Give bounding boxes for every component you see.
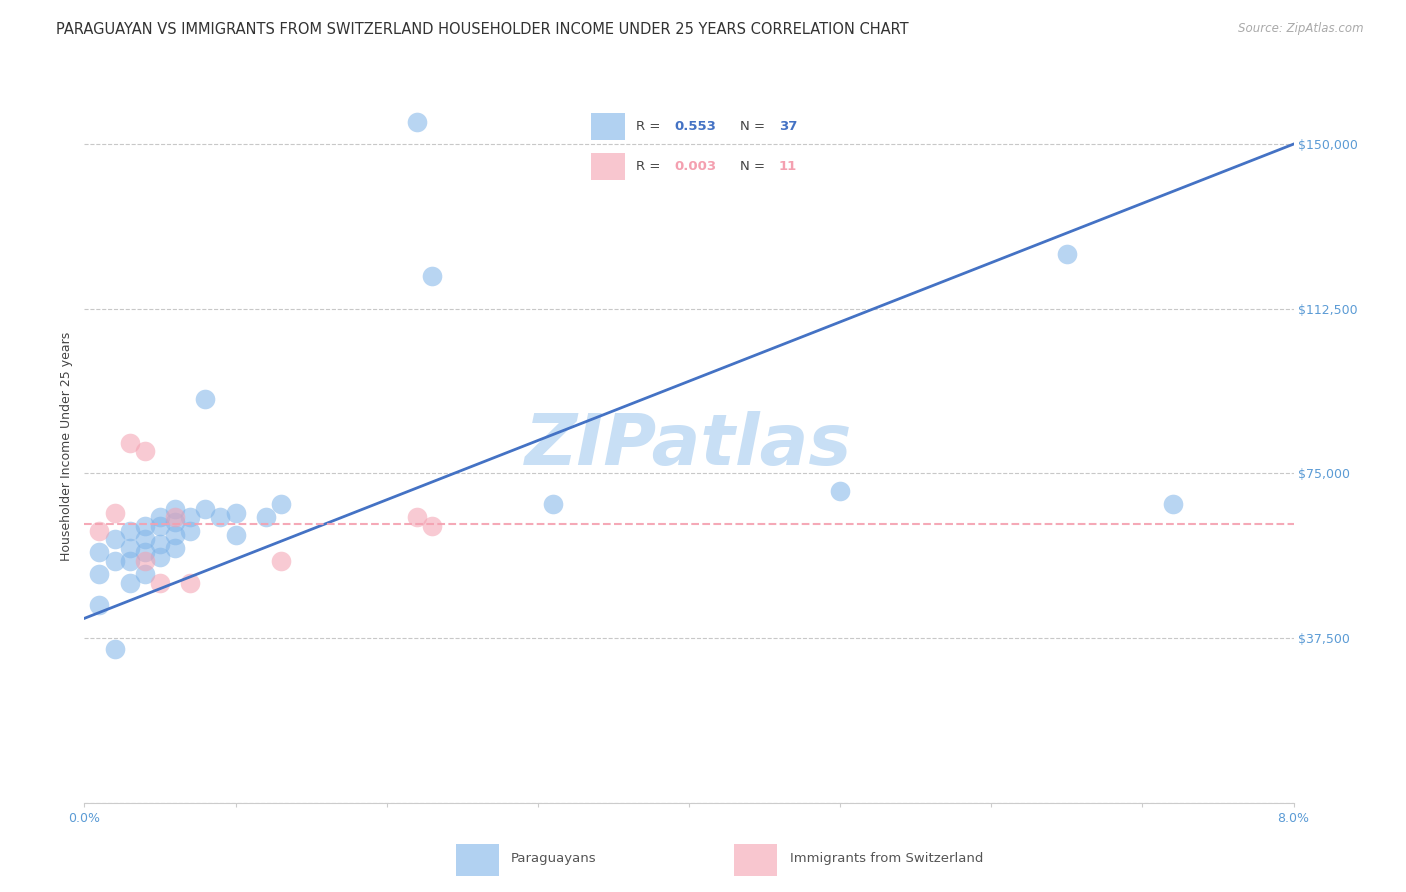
Text: ZIPatlas: ZIPatlas	[526, 411, 852, 481]
Point	[179, 524, 201, 538]
Text: PARAGUAYAN VS IMMIGRANTS FROM SWITZERLAND HOUSEHOLDER INCOME UNDER 25 YEARS CORR: PARAGUAYAN VS IMMIGRANTS FROM SWITZERLAN…	[56, 22, 908, 37]
Point	[118, 541, 141, 555]
Point	[104, 554, 127, 568]
Bar	[592, 153, 626, 180]
Text: 11: 11	[779, 161, 797, 173]
Point	[420, 268, 443, 283]
Point	[118, 524, 141, 538]
Point	[149, 549, 172, 564]
Point	[194, 501, 217, 516]
Point	[420, 519, 443, 533]
Text: N =: N =	[740, 120, 769, 133]
Point	[134, 533, 156, 547]
Text: R =: R =	[636, 120, 664, 133]
Text: Source: ZipAtlas.com: Source: ZipAtlas.com	[1239, 22, 1364, 36]
Text: 0.003: 0.003	[675, 161, 717, 173]
Point	[165, 501, 187, 516]
Point	[118, 576, 141, 591]
Point	[89, 545, 111, 559]
Point	[134, 545, 156, 559]
Text: 0.553: 0.553	[675, 120, 717, 133]
Point	[134, 444, 156, 458]
Point	[134, 554, 156, 568]
Text: R =: R =	[636, 161, 664, 173]
Point	[89, 567, 111, 582]
Point	[541, 497, 564, 511]
Bar	[734, 844, 778, 876]
Bar	[456, 844, 499, 876]
Point	[1161, 497, 1184, 511]
Y-axis label: Householder Income Under 25 years: Householder Income Under 25 years	[60, 331, 73, 561]
Point	[149, 576, 172, 591]
Text: Immigrants from Switzerland: Immigrants from Switzerland	[790, 852, 983, 865]
Point	[270, 497, 292, 511]
Point	[104, 506, 127, 520]
Point	[149, 510, 172, 524]
Point	[104, 642, 127, 657]
Point	[209, 510, 232, 524]
Point	[225, 528, 247, 542]
Text: N =: N =	[740, 161, 769, 173]
Point	[104, 533, 127, 547]
Point	[149, 519, 172, 533]
Point	[149, 537, 172, 551]
Point	[254, 510, 277, 524]
Point	[118, 435, 141, 450]
Point	[1056, 247, 1078, 261]
Point	[179, 510, 201, 524]
Point	[165, 528, 187, 542]
Text: 37: 37	[779, 120, 797, 133]
Point	[194, 392, 217, 406]
Point	[118, 554, 141, 568]
Bar	[592, 113, 626, 140]
Point	[830, 483, 852, 498]
Point	[165, 515, 187, 529]
Point	[134, 567, 156, 582]
Point	[179, 576, 201, 591]
Point	[406, 510, 429, 524]
Point	[225, 506, 247, 520]
Point	[165, 510, 187, 524]
Point	[406, 115, 429, 129]
Point	[89, 598, 111, 612]
Point	[89, 524, 111, 538]
Point	[134, 519, 156, 533]
Point	[165, 541, 187, 555]
Text: Paraguayans: Paraguayans	[512, 852, 596, 865]
Point	[270, 554, 292, 568]
